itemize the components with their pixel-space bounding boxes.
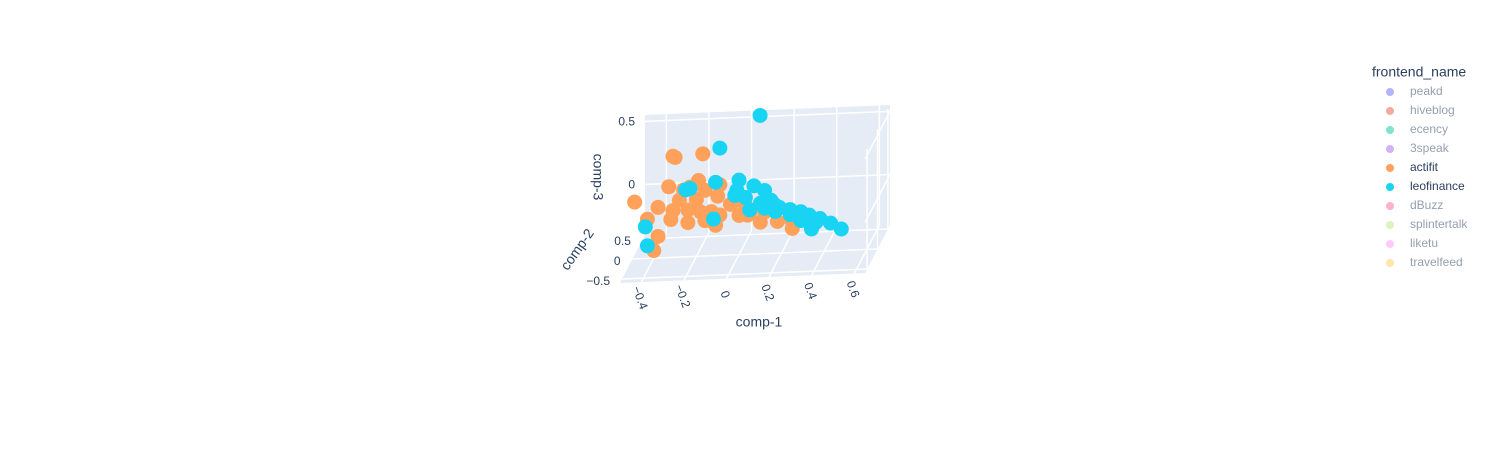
legend-marker [1386,88,1394,96]
scene: −0.4 −0.2 0 0.2 0.4 0.6−0.500.500.5 [586,105,891,312]
data-point [627,194,643,210]
data-point [661,179,677,195]
data-point [637,219,653,235]
x-tick-label: 0.2 [758,282,777,303]
data-point [650,199,666,215]
data-point [727,187,743,203]
legend-item[interactable]: peakd [1386,84,1443,98]
legend-marker [1386,126,1394,134]
y-tick-label: −0.5 [586,274,610,288]
data-point [639,238,655,254]
grid-line [622,268,868,280]
legend-marker [1386,164,1394,172]
data-point [695,146,711,162]
grid-line [632,248,878,260]
grid-line [864,174,891,223]
legend-item[interactable]: liketu [1386,236,1438,250]
data-point [680,202,696,218]
x-tick-label: 0.4 [801,281,820,302]
data-point [667,149,683,165]
y-tick-label: 0 [614,254,621,268]
legend-item[interactable]: ecency [1386,122,1448,136]
z-axis-title: comp-3 [590,154,606,201]
legend-item[interactable]: actifit [1386,160,1439,174]
data-point [786,205,802,221]
data-point [710,188,726,204]
legend-label: peakd [1410,84,1443,98]
y-tick-label: 0.5 [614,234,631,248]
data-point [682,180,698,196]
legend-item[interactable]: dBuzz [1386,198,1443,212]
x-tick-label: 0 [718,289,734,300]
back-wall [645,105,890,235]
legend-marker [1386,221,1394,229]
legend-label: splintertalk [1410,217,1468,231]
legend-label: hiveblog [1410,103,1455,117]
data-point [705,211,721,227]
legend-marker [1386,202,1394,210]
legend-item[interactable]: splintertalk [1386,217,1468,231]
data-point [650,228,666,244]
data-point [752,107,768,123]
data-point [663,212,679,228]
data-point [742,202,758,218]
legend: peakd hiveblog ecency 3speak actifit leofinan… [1386,84,1468,269]
legend-marker [1386,107,1394,115]
x-tick-label: 0.6 [844,279,863,300]
legend-marker [1386,145,1394,153]
legend-item[interactable]: hiveblog [1386,103,1455,117]
legend-item[interactable]: leofinance [1386,179,1465,193]
legend-item[interactable]: travelfeed [1386,255,1463,269]
legend-label: dBuzz [1410,198,1443,212]
legend-item[interactable]: 3speak [1386,141,1450,155]
data-point [808,214,824,230]
z-tick-label: 0.5 [618,114,635,128]
legend-label: travelfeed [1410,255,1463,269]
legend-label: leofinance [1410,179,1465,193]
legend-label: actifit [1410,160,1439,174]
grid-line [864,110,891,160]
data-point [712,140,728,156]
legend-title: frontend_name [1372,64,1466,80]
legend-label: liketu [1410,236,1438,250]
legend-label: 3speak [1410,141,1450,155]
legend-label: ecency [1410,122,1448,136]
data-point [833,221,849,237]
data-point [688,192,704,208]
data-point [757,200,773,216]
legend-marker [1386,183,1394,191]
legend-marker [1386,259,1394,267]
data-point [708,174,724,190]
legend-marker [1386,240,1394,248]
z-tick-label: 0 [628,178,635,192]
x-axis-title: comp-1 [736,314,783,330]
data-point [680,215,696,231]
